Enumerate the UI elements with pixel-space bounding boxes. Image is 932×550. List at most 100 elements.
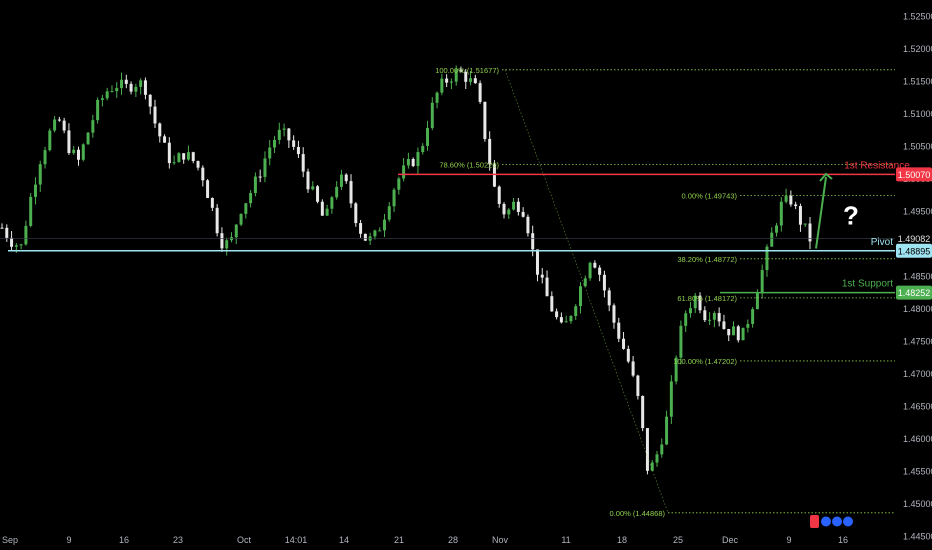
candle-body (421, 145, 425, 153)
candle-body (617, 322, 621, 339)
candle-body (263, 158, 267, 177)
candle-body (81, 144, 85, 160)
candle-body (363, 233, 367, 241)
candle-body (387, 206, 391, 220)
projection-arrow (815, 176, 827, 249)
candle-body (411, 159, 415, 167)
candle-body (492, 164, 496, 187)
y-tick-label: 1.52500 (903, 11, 932, 21)
candle-body (674, 357, 678, 382)
candle-body (110, 91, 114, 93)
y-tick-label: 1.46000 (903, 434, 932, 444)
candle-body (316, 186, 320, 202)
candle-body (239, 213, 243, 225)
fib-label: 38.20% (1.48772) (677, 255, 737, 264)
candle-body (5, 227, 9, 238)
candle-body (191, 152, 195, 162)
candle-body (535, 249, 539, 275)
x-tick-label: 21 (394, 535, 404, 545)
y-tick-label: 1.49500 (903, 206, 932, 216)
candle-body (794, 204, 798, 207)
candle-body (206, 180, 210, 199)
candle-body (555, 311, 559, 318)
candle-body (38, 164, 42, 185)
candle-body (124, 79, 128, 84)
candle-body (684, 313, 688, 326)
candle-body (550, 296, 554, 312)
fib-label: 100.00% (1.51677) (435, 66, 499, 75)
candle-body (148, 94, 152, 107)
candle-body (397, 178, 401, 190)
candle-body (488, 138, 492, 165)
candle-body (650, 462, 654, 471)
candle-body (416, 152, 420, 167)
candle-body (172, 162, 176, 164)
candle-body (177, 153, 181, 163)
x-tick-label: 23 (173, 535, 183, 545)
candle-body (325, 208, 329, 216)
candle-body (693, 295, 697, 309)
x-tick-label: 28 (448, 535, 458, 545)
candle-body (631, 361, 635, 376)
candle-body (727, 328, 731, 336)
candle-body (483, 101, 487, 139)
support-label: 1st Support (842, 279, 893, 290)
y-tick-label: 1.48000 (903, 304, 932, 314)
candle-body (660, 444, 664, 455)
candle-body (33, 184, 37, 197)
y-tick-label: 1.44500 (903, 532, 932, 542)
candle-body (645, 428, 649, 471)
candle-body (244, 203, 248, 214)
candle-body (72, 149, 76, 154)
y-tick-label: 1.51000 (903, 109, 932, 119)
candle-body (665, 416, 669, 445)
candle-body (29, 196, 33, 226)
x-tick-label: 9 (786, 535, 791, 545)
y-tick-label: 1.48500 (903, 272, 932, 282)
candle-body (688, 308, 692, 314)
projection-arrowhead (819, 172, 833, 182)
candle-body (579, 286, 583, 307)
support-tag (896, 285, 932, 300)
fib-label: 0.00% (1.49743) (682, 192, 738, 201)
x-axis[interactable]: Sep 9 16 23 Oct 14:01 14 21 28 Nov 11 18 25 Dec 9 16 (2, 535, 848, 545)
y-axis[interactable]: 1.52500 1.52000 1.51500 1.51000 1.50500 1.500… (896, 11, 932, 542)
candle-body (234, 224, 238, 238)
candle-body (301, 154, 305, 172)
candle-body (210, 198, 214, 208)
candle-body (182, 153, 186, 160)
candle-body (708, 319, 712, 321)
resistance-label: 1st Resistance (844, 160, 910, 171)
candle-body (220, 233, 224, 249)
candle-body (24, 225, 28, 245)
fib-label: 78.60% (1.50220) (439, 161, 499, 170)
support-tag-label: 1.48252 (898, 288, 931, 298)
candle-body (139, 80, 143, 87)
candle-body (62, 120, 66, 131)
candle-body (253, 176, 257, 194)
candle-body (91, 120, 95, 133)
y-tick-label: 1.52000 (903, 44, 932, 54)
candle-body (76, 149, 80, 160)
y-tick-label: 1.50500 (903, 141, 932, 151)
candle-body (186, 152, 190, 160)
candle-body (53, 119, 57, 131)
candle-body (201, 167, 205, 181)
candle-body (67, 130, 71, 154)
logo-icon (832, 516, 842, 527)
candle-body (0, 227, 4, 229)
candle-body (359, 223, 363, 234)
candle-body (167, 142, 171, 164)
x-tick-label: 14 (339, 535, 349, 545)
candle-body (464, 71, 468, 82)
candle-body (636, 375, 640, 396)
candle-body (320, 201, 324, 216)
y-tick-label: 1.51500 (903, 76, 932, 86)
level-lines (0, 173, 895, 294)
candle-body (392, 189, 396, 207)
x-tick-label: 18 (617, 535, 627, 545)
fib-label: 0.00% (1.44868) (610, 509, 666, 518)
candle-body (641, 395, 645, 429)
candle-body (545, 277, 549, 297)
